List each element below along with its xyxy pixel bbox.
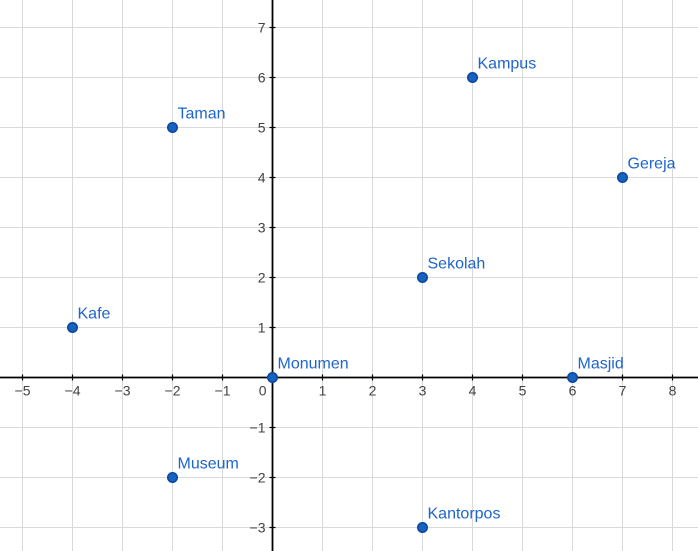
x-tick-label: 1 [319, 383, 327, 399]
y-tick-label: 3 [258, 220, 266, 236]
x-tick-label: 4 [469, 383, 477, 399]
y-tick-label: 4 [258, 170, 266, 186]
point-label-kantorpos: Kantorpos [428, 506, 501, 523]
point-kampus[interactable] [466, 72, 478, 84]
data-points: Kampus Taman Gereja Sekolah Kafe Monumen Masji… [67, 56, 676, 533]
x-tick-label: 5 [519, 383, 527, 399]
point-label-sekolah: Sekolah [428, 256, 486, 273]
y-tick-label: 5 [258, 120, 266, 136]
x-tick-label: −1 [215, 383, 231, 399]
point-kafe[interactable] [67, 321, 79, 333]
point-sekolah[interactable] [416, 271, 428, 283]
point-gereja[interactable] [616, 172, 628, 184]
x-tick-label: 6 [569, 383, 577, 399]
point-label-taman: Taman [178, 106, 226, 123]
y-tick-label: 6 [258, 70, 266, 86]
y-tick-label: 2 [258, 270, 266, 286]
point-label-monumen: Monumen [278, 356, 349, 373]
y-tick-label: −2 [250, 470, 266, 486]
axis-ticks: −5 −4 −3 −2 −1 1 2 3 4 5 6 7 8 −3 −2 −1 1 2 3 4 5 6 7 0 [15, 20, 677, 536]
point-monumen[interactable] [266, 371, 278, 383]
point-label-masjid: Masjid [578, 356, 624, 373]
point-museum[interactable] [167, 471, 179, 483]
origin-tick-label: 0 [259, 383, 267, 399]
x-tick-label: 8 [669, 383, 677, 399]
x-tick-label: 3 [419, 383, 427, 399]
x-tick-label: −3 [115, 383, 131, 399]
point-label-gereja: Gereja [628, 156, 676, 173]
y-tick-label: −1 [250, 420, 266, 436]
point-masjid[interactable] [566, 371, 578, 383]
point-label-kampus: Kampus [478, 56, 537, 73]
y-tick-label: −3 [250, 520, 266, 536]
y-tick-label: 7 [258, 20, 266, 36]
point-label-museum: Museum [178, 456, 239, 473]
point-taman[interactable] [167, 122, 179, 134]
x-tick-label: 2 [369, 383, 377, 399]
x-tick-label: −2 [165, 383, 181, 399]
x-tick-label: −5 [15, 383, 31, 399]
x-tick-label: −4 [65, 383, 81, 399]
x-tick-label: 7 [619, 383, 627, 399]
y-tick-label: 1 [258, 320, 266, 336]
point-kantorpos[interactable] [416, 521, 428, 533]
point-label-kafe: Kafe [78, 306, 111, 323]
